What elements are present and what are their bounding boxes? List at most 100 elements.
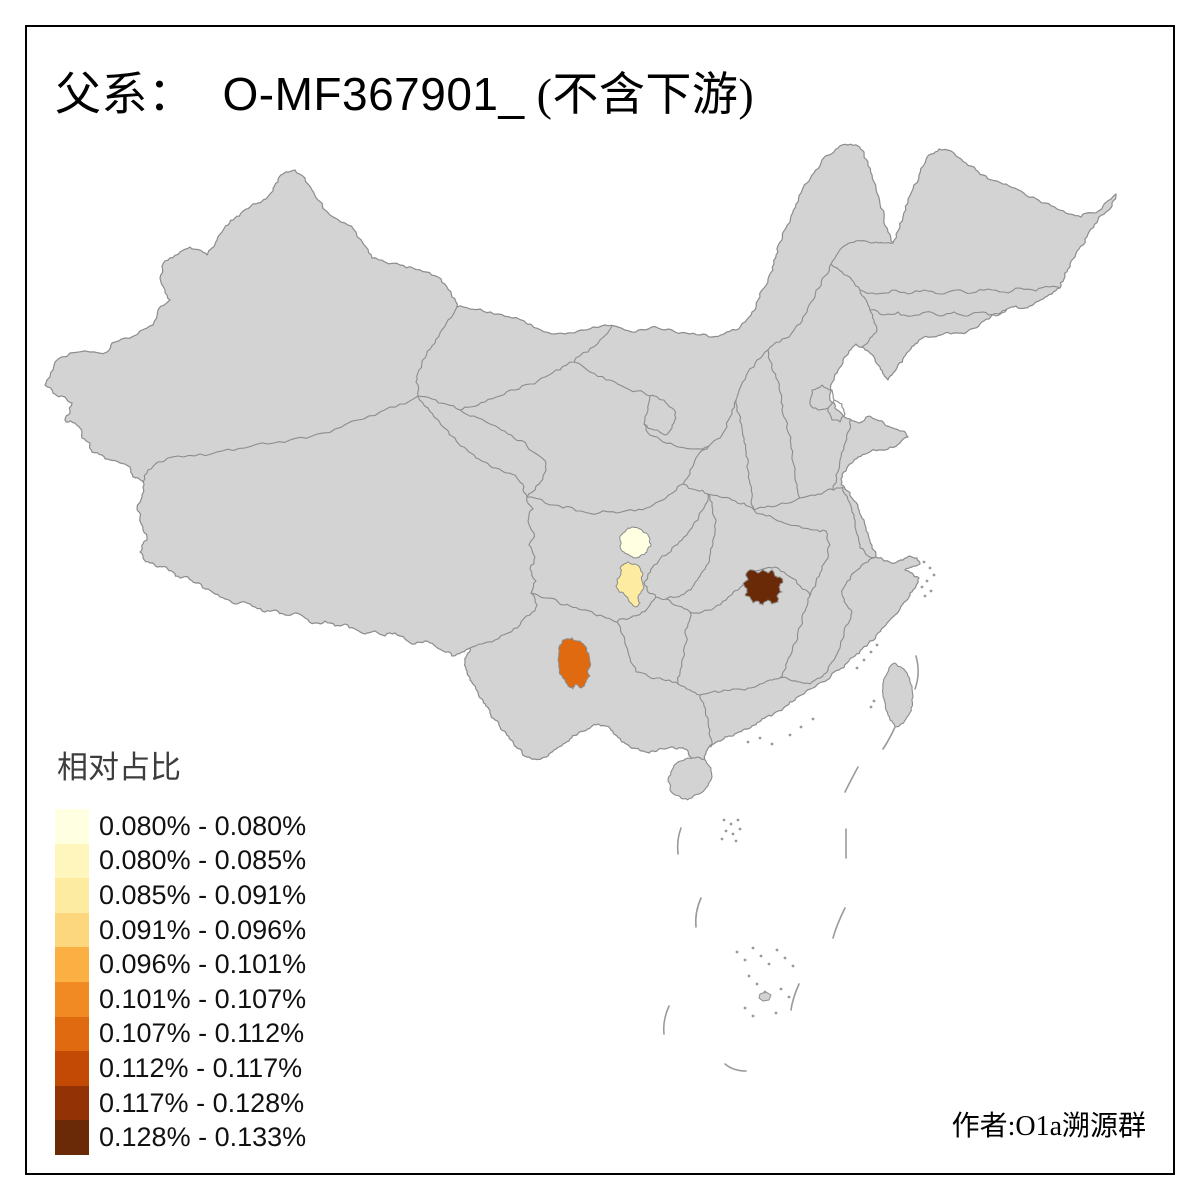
legend-swatch-6 <box>55 981 89 1017</box>
legend-row-7: 0.107% - 0.112% <box>55 1016 306 1052</box>
legend-label-1: 0.080% - 0.080% <box>99 810 307 841</box>
province-border-3 <box>417 395 528 498</box>
islet-dot <box>736 818 740 822</box>
islet-dot <box>738 827 742 831</box>
legend-swatch-10 <box>55 1120 89 1155</box>
province-border-27 <box>779 595 811 679</box>
legend-row-3: 0.085% - 0.091% <box>55 878 306 913</box>
islet-dot <box>932 573 936 577</box>
islet-dot <box>746 740 750 744</box>
province-border-29 <box>530 592 618 623</box>
sea-boundary-dash-2 <box>882 726 896 750</box>
province-border-7 <box>573 239 894 450</box>
title-prefix: 父系： <box>55 69 195 120</box>
legend-row-2: 0.080% - 0.085% <box>55 843 307 879</box>
province-border-16 <box>753 488 834 511</box>
sea-boundary-dash-3 <box>844 766 859 793</box>
islet-dot <box>735 950 739 954</box>
islet-dot <box>747 974 751 978</box>
legend-label-2: 0.080% - 0.085% <box>99 845 307 876</box>
province-border-13 <box>735 400 755 511</box>
islet-dot <box>767 962 771 966</box>
province-border-35 <box>699 695 713 748</box>
islet-dot <box>779 987 783 991</box>
legend-swatch-1 <box>55 809 89 844</box>
province-border-28 <box>779 611 853 685</box>
legend-row-1: 0.080% - 0.080% <box>55 809 306 844</box>
islet-dot <box>774 1011 778 1015</box>
islet-dot <box>751 1014 755 1018</box>
legend-label-7: 0.107% - 0.112% <box>99 1018 305 1049</box>
province-border-6 <box>459 325 613 411</box>
islet-dot <box>875 643 879 647</box>
islet-dot <box>729 822 733 826</box>
islet-dot <box>925 579 929 583</box>
province-border-5 <box>469 496 538 649</box>
highlighted-region-3 <box>557 637 592 690</box>
islet-dot <box>923 594 927 598</box>
islet-dot <box>734 839 738 843</box>
province-border-17 <box>832 419 852 491</box>
province-border-1 <box>415 306 458 397</box>
province-border-2 <box>142 395 419 483</box>
islet-dot <box>787 995 791 999</box>
legend-swatch-5 <box>55 947 89 982</box>
page-title: 父系： O-MF367901_ (不含下游) <box>55 58 754 124</box>
province-border-25 <box>842 486 877 559</box>
islet-dot <box>791 964 795 968</box>
province-border-30 <box>616 621 637 673</box>
legend-swatch-8 <box>55 1051 89 1086</box>
islet-dot <box>922 560 926 564</box>
legend-swatch-2 <box>55 843 89 879</box>
province-border-9 <box>830 263 878 348</box>
province-border-8 <box>643 394 677 436</box>
highlighted-region-2 <box>615 561 645 608</box>
islet-dot <box>743 1006 747 1010</box>
province-border-36 <box>616 596 657 623</box>
islet-dot <box>743 958 747 962</box>
highlighted-region-1 <box>619 526 652 559</box>
highlighted-region-4 <box>742 568 784 606</box>
taiwan-island <box>881 662 914 728</box>
province-border-19 <box>526 483 684 515</box>
province-border-11 <box>869 308 1008 317</box>
province-border-4 <box>417 395 547 498</box>
islet-dot <box>869 650 873 654</box>
province-border-31 <box>635 671 679 685</box>
islet-dot <box>799 725 803 729</box>
sea-boundary-dash-8 <box>790 983 800 1011</box>
islet-dot <box>755 982 759 986</box>
sea-boundary-dash-9 <box>662 1005 670 1035</box>
legend-label-4: 0.091% - 0.096% <box>99 914 307 945</box>
province-border-14 <box>809 384 835 411</box>
province-border-18 <box>832 486 844 491</box>
islet-dot <box>775 948 779 952</box>
legend-label-6: 0.101% - 0.107% <box>99 983 307 1014</box>
islet-dot <box>724 829 728 833</box>
islet-dot <box>855 666 859 670</box>
province-border-34 <box>699 677 781 696</box>
hainan-island <box>667 756 713 801</box>
sea-boundary-dash-10 <box>724 1063 747 1072</box>
province-border-15 <box>827 399 846 423</box>
islet-dot <box>929 589 933 593</box>
legend-label-9: 0.117% - 0.128% <box>99 1087 305 1118</box>
sea-boundary-dash-6 <box>694 897 702 928</box>
province-border-26 <box>841 556 877 613</box>
legend-row-10: 0.128% - 0.133% <box>55 1120 306 1155</box>
title-haplogroup-code: O-MF367901_ <box>222 68 525 120</box>
sea-boundary-dash-7 <box>832 907 846 939</box>
islet-dot <box>751 946 755 950</box>
legend-title: 相对占比 <box>57 750 181 785</box>
islet-dot <box>763 990 767 994</box>
legend-swatch-7 <box>55 1016 89 1052</box>
title-suffix: (不含下游) <box>536 69 755 120</box>
sea-boundary-dash-4 <box>676 827 682 855</box>
islet-dot <box>862 658 866 662</box>
legend-row-5: 0.096% - 0.101% <box>55 947 306 982</box>
legend-row-9: 0.117% - 0.128% <box>55 1085 306 1121</box>
islet-dot <box>720 837 724 841</box>
islet-dot <box>811 717 815 721</box>
legend-label-3: 0.085% - 0.091% <box>99 879 307 910</box>
